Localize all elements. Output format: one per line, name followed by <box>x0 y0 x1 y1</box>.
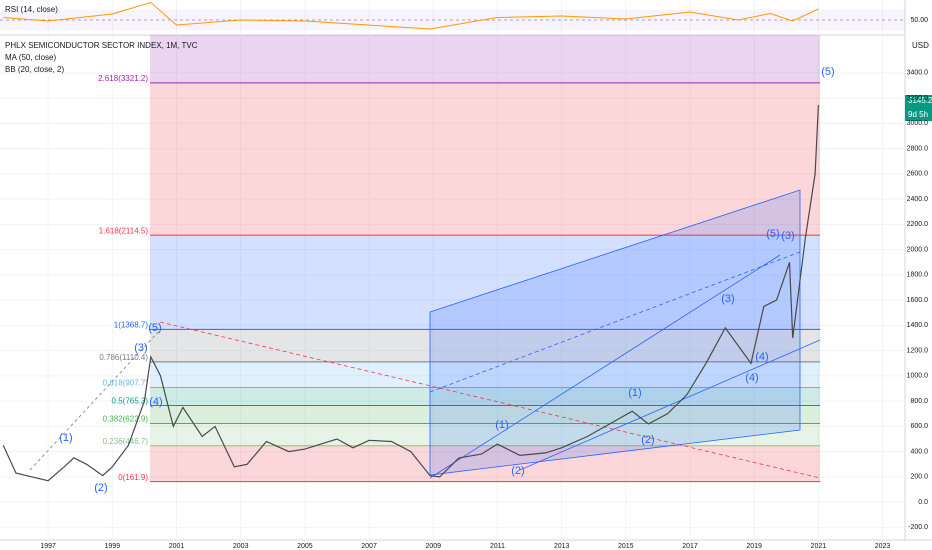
wave-label: (2) <box>94 482 107 494</box>
x-tick-label: 1997 <box>40 543 56 550</box>
x-tick-label: 2001 <box>169 543 185 550</box>
y-tick-label: 400.0 <box>910 448 928 455</box>
y-tick-label: 2200.0 <box>907 221 929 228</box>
countdown: 9d 5h <box>908 110 928 119</box>
fib-label: 0.382(622.9) <box>103 415 149 424</box>
price-pane <box>2 104 819 482</box>
wave-label: (2) <box>641 434 654 446</box>
fib-label: 0.786(1110.4) <box>99 353 148 362</box>
wave-label: (1) <box>495 419 508 431</box>
indicator-label: MA (50, close) <box>5 53 56 62</box>
x-tick-label: 2015 <box>618 543 634 550</box>
channel-line <box>429 254 781 479</box>
fib-band <box>150 329 820 362</box>
projection-box <box>429 189 801 476</box>
rsi-title: RSI (14, close) <box>5 5 58 14</box>
wave-label: (5) <box>148 322 161 334</box>
y-tick-label: 600.0 <box>910 423 928 430</box>
wave-label: (2) <box>511 465 524 477</box>
x-tick-label: 2009 <box>425 543 441 550</box>
wave-label: (5) <box>766 228 779 240</box>
price-line <box>2 104 819 482</box>
y-tick-label: 200.0 <box>910 474 928 481</box>
fib-band <box>150 35 820 83</box>
y-tick-label: 0.0 <box>918 499 928 506</box>
wave-label: (4) <box>745 372 758 384</box>
fib-label: 0(161.9) <box>118 473 148 482</box>
wave-label: (1) <box>59 432 72 444</box>
x-tick-label: 1999 <box>105 543 121 550</box>
fib-label: 1.618(2114.5) <box>99 226 149 235</box>
x-tick-label: 2017 <box>682 543 698 550</box>
y-tick-label: 3400.0 <box>907 70 929 77</box>
wave-labels: (1) (2) (3) (4) (5) (1) (2) (1) (2) (3) … <box>59 66 834 494</box>
y-tick-label: 1400.0 <box>907 322 929 329</box>
indicator-label: BB (20, close, 2) <box>5 65 64 74</box>
rsi-band <box>0 10 905 30</box>
x-tick-label: 2021 <box>811 543 827 550</box>
fib-band <box>150 235 820 330</box>
wave-label: (3) <box>134 342 147 354</box>
y-tick-label: 1000.0 <box>907 373 929 380</box>
y-tick-label: 2400.0 <box>907 196 929 203</box>
y-tick-label: 800.0 <box>910 398 928 405</box>
trend-line <box>29 329 161 471</box>
x-tick-label: 2019 <box>746 543 762 550</box>
last-price-label: 3145.2 <box>908 96 932 105</box>
y-tick-label: -200.0 <box>908 524 928 531</box>
y-tick-label: 3200.0 <box>907 95 929 102</box>
x-tick-label: 2003 <box>233 543 249 550</box>
fib-label: 1(1368.7) <box>114 320 149 329</box>
fib-band <box>150 405 820 424</box>
trend-line <box>429 251 801 393</box>
fib-label: 0.618(907.7) <box>103 379 149 388</box>
fib-retracement: 0(161.9) 0.236(446.7) 0.382(622.9) 0.5(765.… <box>98 35 820 483</box>
trend-line <box>159 321 821 479</box>
y-tick-label: 2800.0 <box>907 145 929 152</box>
chart-title: PHLX SEMICONDUCTOR SECTOR INDEX, 1M, TVC <box>5 41 198 50</box>
drawings <box>29 189 821 479</box>
rsi-line <box>3 1 819 30</box>
y-tick-label: 1200.0 <box>907 347 929 354</box>
fib-band <box>150 423 820 446</box>
y-tick-label: 1600.0 <box>907 297 929 304</box>
fib-band <box>150 361 820 388</box>
fib-band <box>150 82 820 236</box>
wave-label: (3) <box>781 230 794 242</box>
x-tick-label: 2007 <box>361 543 377 550</box>
y-tick-label: 2600.0 <box>907 171 929 178</box>
currency: USD <box>912 41 929 50</box>
channel-line <box>519 339 821 471</box>
fib-label: 0.5(765.3) <box>112 397 149 406</box>
x-tick-label: 2005 <box>297 543 313 550</box>
wave-label: (4) <box>149 396 162 408</box>
x-tick-label: 2023 <box>875 543 891 550</box>
fib-label: 0.236(446.7) <box>103 437 149 446</box>
wave-label: (5) <box>821 66 834 78</box>
y-tick-label: 2000.0 <box>907 246 929 253</box>
y-tick-label: 1800.0 <box>907 272 929 279</box>
fib-label: 2.618(3321.2) <box>98 74 148 83</box>
x-tick-label: 2011 <box>490 543 505 550</box>
wave-label: (1) <box>628 387 641 399</box>
wave-label: (4) <box>755 351 768 363</box>
price-tag <box>905 95 932 121</box>
y-tick-label: 3000.0 <box>907 120 929 127</box>
rsi-tick-label: 50.00 <box>910 17 928 24</box>
wave-label: (3) <box>721 293 734 305</box>
x-tick-label: 2013 <box>554 543 570 550</box>
fib-band <box>150 387 820 406</box>
